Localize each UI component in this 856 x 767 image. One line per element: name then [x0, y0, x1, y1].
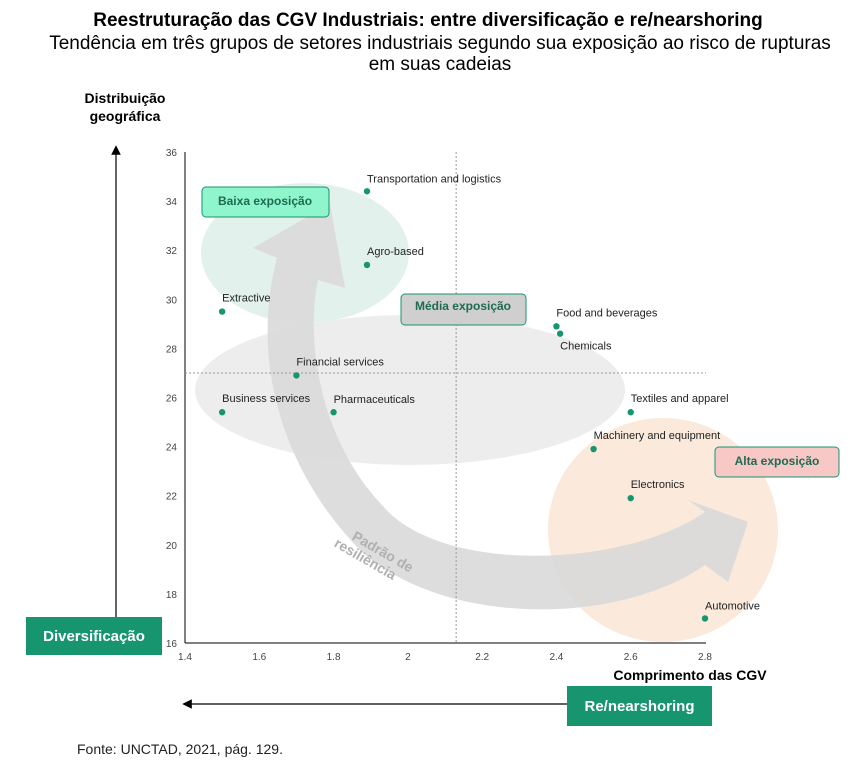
high-exposure-label: Alta exposição: [735, 454, 820, 468]
low-exposure-box: [201, 186, 330, 218]
x-tick-label: 1.4: [178, 652, 192, 663]
data-point-label: Extractive: [222, 293, 270, 305]
y-tick-label: 16: [166, 639, 178, 650]
data-point-label: Pharmaceuticals: [334, 394, 416, 406]
low-exposure-label: Baixa exposição: [218, 194, 312, 208]
data-point-label: Automotive: [705, 600, 760, 612]
y-tick-label: 28: [166, 344, 178, 355]
data-point: [363, 261, 371, 269]
data-point: [627, 494, 634, 502]
data-point: [363, 188, 371, 195]
medium-exposure-label: Média exposição: [415, 299, 511, 313]
data-point-label: Electronics: [631, 479, 685, 491]
x-tick-label: 2.2: [475, 652, 489, 663]
x-tick-label: 1.6: [252, 652, 266, 663]
x-axis-label: Comprimento das CGV: [613, 667, 767, 683]
x-tick-label: 1.8: [327, 652, 341, 663]
high-exposure-box: [714, 446, 840, 478]
y-axis-label: Distribuição geográfica: [84, 90, 166, 124]
data-point: [218, 409, 226, 416]
data-point: [556, 330, 564, 337]
data-point: [330, 409, 337, 416]
x-tick-label: 2.6: [624, 652, 638, 663]
x-tick-label: 2.8: [698, 652, 712, 663]
y-tick-label: 30: [166, 295, 178, 306]
renearshoring-box: Re/nearshoring: [567, 686, 712, 726]
medium-exposure-zone: [195, 315, 625, 465]
y-tick-label: 32: [166, 246, 178, 257]
y-tick-label: 34: [166, 197, 178, 208]
medium-exposure-box: [400, 293, 527, 326]
data-point: [293, 372, 300, 379]
diversification-box: Diversificação: [26, 617, 162, 655]
data-point: [553, 323, 560, 330]
y-tick-label: 36: [166, 148, 178, 159]
data-point: [218, 308, 226, 315]
y-tick-label: 18: [166, 590, 178, 601]
data-point: [627, 409, 634, 416]
data-point-label: Transportation and logistics: [367, 173, 502, 185]
data-point-label: Machinery and equipment: [594, 430, 721, 442]
x-tick-label: 2.4: [549, 652, 563, 663]
data-point: [590, 445, 597, 453]
data-point-label: Financial services: [296, 356, 384, 368]
y-tick-label: 20: [166, 541, 178, 552]
data-point-label: Agro-based: [367, 246, 424, 258]
y-tick-label: 24: [166, 443, 178, 454]
resilience-arrow: [253, 204, 748, 610]
data-point-label: Food and beverages: [556, 307, 657, 319]
x-tick-label: 2: [405, 652, 411, 663]
chart-subtitle: Tendência em três grupos de setores indu…: [49, 33, 831, 75]
data-point-label: Business services: [222, 393, 311, 405]
data-point-label: Textiles and apparel: [631, 393, 729, 405]
y-tick-label: 26: [166, 394, 178, 405]
chart-title: Reestruturação das CGV Industriais: entr…: [93, 10, 763, 31]
source-note: Fonte: UNCTAD, 2021, pág. 129.: [77, 741, 283, 757]
data-point-label: Chemicals: [560, 341, 612, 353]
y-tick-label: 22: [166, 492, 178, 503]
data-point: [701, 615, 709, 622]
